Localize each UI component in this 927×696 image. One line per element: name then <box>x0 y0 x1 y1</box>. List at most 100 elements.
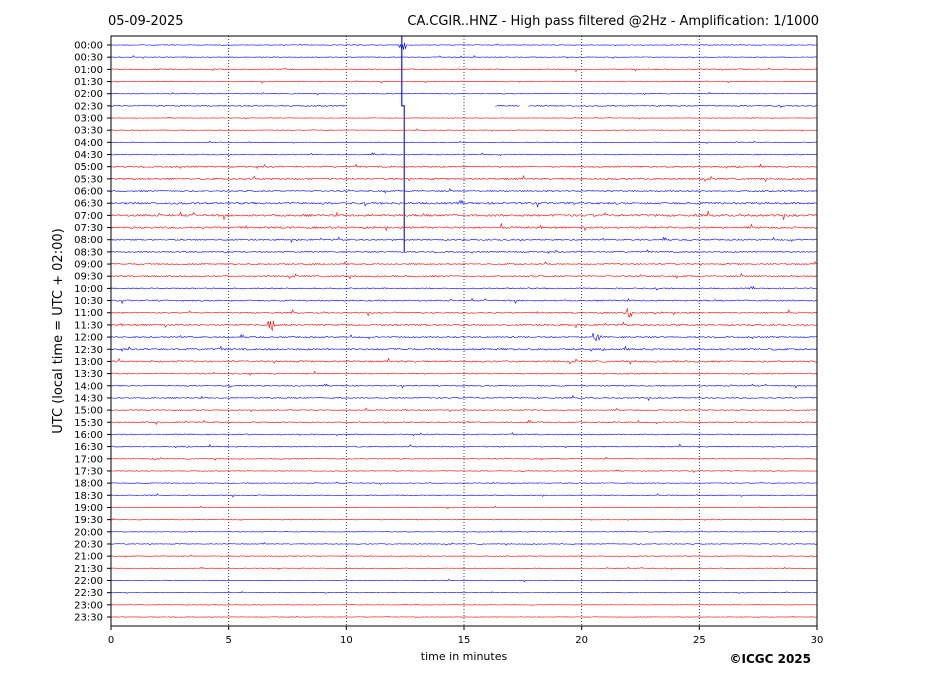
trace-line <box>110 383 818 389</box>
trace-label: 23:30 <box>74 612 103 623</box>
trace-line <box>110 591 818 595</box>
trace-label: 17:00 <box>74 454 103 465</box>
trace-line <box>110 567 818 571</box>
trace-label: 04:30 <box>74 150 103 161</box>
x-tick-label: 30 <box>811 635 824 646</box>
vertical-grid <box>228 36 700 626</box>
trace-line <box>110 370 818 376</box>
trace-group <box>110 36 818 618</box>
trace-label: 12:00 <box>74 333 103 344</box>
trace-line <box>110 578 818 583</box>
trace-line <box>110 249 818 254</box>
x-tick-label: 0 <box>108 635 114 646</box>
trace-label: 07:30 <box>74 223 103 234</box>
trace-label: 15:30 <box>74 418 103 429</box>
trace-line <box>111 615 818 618</box>
trace-label: 19:30 <box>74 515 103 526</box>
trace-label: 04:00 <box>74 138 103 149</box>
trace-label: 16:30 <box>74 442 103 453</box>
trace-line <box>110 456 818 461</box>
trace-label: 06:30 <box>74 199 103 210</box>
trace-line <box>110 222 818 232</box>
trace-label: 11:00 <box>74 308 103 319</box>
trace-line <box>110 42 818 50</box>
chart-title: CA.CGIR..HNZ - High pass filtered @2Hz -… <box>407 14 819 29</box>
x-tick-label: 20 <box>575 635 588 646</box>
trace-line <box>110 419 818 426</box>
trace-label: 20:30 <box>74 539 103 550</box>
trace-label: 10:00 <box>74 284 103 295</box>
date-label: 05-09-2025 <box>108 14 184 29</box>
trace-label: 17:30 <box>74 466 103 477</box>
trace-line <box>110 518 818 521</box>
trace-label: 21:00 <box>74 552 103 563</box>
trace-line <box>110 505 818 510</box>
trace-line <box>110 210 818 221</box>
trace-label: 18:00 <box>74 479 103 490</box>
trace-label: 22:00 <box>74 576 103 587</box>
x-tick-group: 0 5 10 15 20 25 30 <box>108 626 824 646</box>
trace-line <box>110 116 818 120</box>
trace-label: 22:30 <box>74 588 103 599</box>
trace-label: 03:00 <box>74 114 103 125</box>
trace-label: 13:00 <box>74 357 103 368</box>
plot-frame <box>110 35 818 627</box>
trace-line <box>110 432 818 437</box>
trace-label: 08:30 <box>74 247 103 258</box>
trace-label: 23:00 <box>74 600 103 611</box>
trace-label: 03:30 <box>74 126 103 137</box>
trace-line <box>110 407 818 413</box>
trace-line <box>110 187 818 194</box>
x-tick-label: 5 <box>225 635 231 646</box>
trace-line <box>110 67 818 73</box>
trace-label: 07:00 <box>74 211 103 222</box>
trace-label: 01:30 <box>74 77 103 88</box>
x-tick-label: 10 <box>340 635 353 646</box>
trace-line <box>110 357 818 365</box>
copyright-label: ©ICGC 2025 <box>729 652 811 666</box>
trace-label: 09:30 <box>74 272 103 283</box>
trace-label: 15:00 <box>74 406 103 417</box>
trace-line <box>110 128 818 133</box>
trace-line <box>110 394 818 402</box>
trace-label: 00:30 <box>74 53 103 64</box>
trace-label: 06:00 <box>74 187 103 198</box>
trace-line <box>110 55 818 59</box>
trace-label: 09:00 <box>74 260 103 271</box>
event-spike <box>401 36 405 252</box>
x-tick-label: 25 <box>693 635 706 646</box>
trace-line <box>110 333 818 342</box>
trace-label: 05:00 <box>74 162 103 173</box>
trace-label: 16:00 <box>74 430 103 441</box>
trace-line <box>110 140 818 145</box>
trace-line <box>110 80 818 84</box>
trace-label: 18:30 <box>74 491 103 502</box>
trace-label: 01:00 <box>74 65 103 76</box>
trace-label: 11:30 <box>74 320 103 331</box>
trace-line <box>110 104 818 108</box>
trace-line <box>110 603 818 606</box>
trace-label: 19:00 <box>74 503 103 514</box>
trace-line <box>110 152 818 157</box>
trace-line <box>110 493 818 498</box>
y-axis-label: UTC (local time = UTC + 02:00) <box>51 228 66 433</box>
trace-label: 05:30 <box>74 174 103 185</box>
trace-label: 14:30 <box>74 393 103 404</box>
trace-line <box>110 481 818 486</box>
x-axis-label: time in minutes <box>421 650 508 663</box>
trace-line <box>110 469 818 473</box>
trace-line <box>110 297 818 305</box>
trace-line <box>110 530 818 533</box>
trace-line <box>110 272 818 280</box>
trace-line <box>110 345 818 352</box>
trace-label: 21:30 <box>74 564 103 575</box>
trace-line <box>110 308 818 318</box>
trace-line <box>110 199 818 208</box>
trace-label: 13:30 <box>74 369 103 380</box>
trace-label: 02:00 <box>74 89 103 100</box>
trace-line <box>110 554 818 558</box>
trace-line <box>110 163 818 169</box>
trace-line <box>110 443 818 449</box>
